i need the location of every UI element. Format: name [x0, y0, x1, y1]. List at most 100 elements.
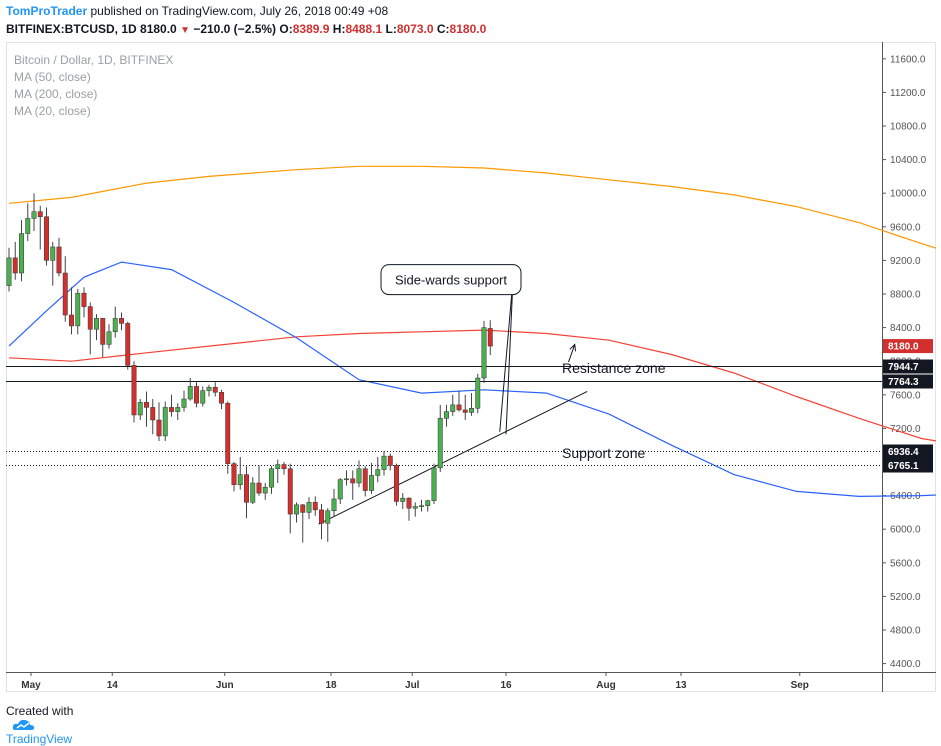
price-tick-label: 10400.0	[890, 155, 927, 166]
last-price-tag	[883, 339, 933, 354]
candle-body	[312, 502, 318, 511]
candle-body	[319, 509, 324, 524]
candle-body	[337, 479, 343, 500]
candle-body	[31, 211, 37, 219]
high-label: H:	[332, 22, 346, 36]
chart-title: Bitcoin / Dollar, 1D, BITFINEX	[14, 53, 173, 67]
tradingview-brand[interactable]: TradingView	[6, 732, 73, 746]
candle-body	[287, 468, 293, 515]
candle-body	[56, 246, 62, 274]
candle-body	[37, 211, 43, 217]
candle-body	[419, 505, 424, 507]
trendline[interactable]	[318, 390, 588, 525]
candle-body	[331, 498, 337, 511]
candle-body	[281, 464, 287, 469]
arrow-head	[569, 343, 577, 352]
ma20-line	[8, 261, 936, 498]
price-tick-label: 10000.0	[890, 189, 927, 200]
candle-body	[19, 233, 24, 274]
candle-body	[69, 314, 74, 327]
candle-body	[350, 478, 356, 484]
candle-body	[250, 482, 256, 503]
candle-body	[462, 409, 468, 413]
candle-body	[219, 392, 224, 404]
zone-label: Resistance zone	[562, 360, 666, 376]
candle-body	[44, 216, 49, 261]
candle-body	[225, 402, 231, 464]
price-chart[interactable]: 4400.04800.05200.05600.06000.06400.06800…	[6, 42, 936, 692]
price-tick-label: 6400.0	[890, 491, 921, 502]
candle-body	[156, 419, 162, 437]
candle-body	[125, 323, 131, 366]
price-tick-label: 7200.0	[890, 424, 921, 435]
low-value: 8073.0	[396, 22, 434, 36]
candle-body	[362, 468, 368, 491]
candle-body	[456, 404, 462, 411]
candle-body	[325, 510, 331, 524]
candle-body	[381, 455, 387, 470]
price-tick-label: 5600.0	[890, 558, 921, 569]
legend-entry: MA (50, close)	[14, 70, 91, 84]
price-tick-label: 7600.0	[890, 390, 921, 401]
close-value: 8180.0	[449, 22, 487, 36]
candle-body	[450, 404, 456, 412]
tradingview-cloud-icon	[12, 719, 35, 730]
arrow-line[interactable]	[568, 344, 576, 363]
candle-body	[294, 504, 299, 515]
candle-body	[119, 318, 124, 324]
candle-body	[400, 497, 406, 502]
candle-body	[187, 386, 193, 400]
time-tick-label: 13	[675, 680, 687, 691]
price-tick-label: 8400.0	[890, 323, 921, 334]
down-arrow-icon: ▼	[180, 25, 190, 36]
price-tick-label: 4800.0	[890, 626, 921, 637]
candle-body	[262, 486, 268, 494]
callout-pointer	[505, 279, 514, 435]
legend-entry: MA (20, close)	[14, 104, 91, 118]
candle-body	[481, 327, 487, 379]
time-tick-label: 18	[325, 680, 337, 691]
published-text: published on TradingView.com, July 26, 2…	[90, 4, 389, 18]
candle-body	[137, 402, 143, 416]
chart-area[interactable]: 4400.04800.05200.05600.06000.06400.06800…	[6, 42, 936, 692]
close-label: C:	[436, 22, 450, 36]
candle-body	[487, 328, 493, 347]
candle-body	[62, 272, 68, 316]
candle-body	[175, 407, 181, 412]
price-tick-label: 6000.0	[890, 525, 921, 536]
candle-body	[112, 318, 118, 333]
candle-body	[237, 474, 243, 485]
candle-body	[75, 292, 81, 327]
callout-label: Side-wards support	[395, 273, 507, 288]
candle-body	[94, 318, 99, 330]
candle-body	[106, 331, 112, 345]
callout-box[interactable]	[380, 264, 522, 296]
candle-body	[231, 463, 237, 485]
publish-line: TomProTrader published on TradingView.co…	[6, 4, 388, 18]
candle-body	[144, 402, 149, 408]
level-tag-label: 7944.7	[888, 362, 919, 373]
price-tick-label: 11600.0	[890, 54, 926, 65]
level-tag	[883, 374, 933, 389]
author-link[interactable]: TomProTrader	[6, 4, 88, 18]
last-price: 8180.0	[140, 22, 177, 36]
candle-body	[356, 468, 362, 484]
footer: Created with TradingView	[6, 704, 73, 746]
price-tick-label: 5200.0	[890, 592, 921, 603]
price-tick-label: 4400.0	[890, 659, 921, 670]
candle-body	[181, 398, 187, 408]
candle-body	[244, 474, 249, 503]
level-tag-label: 7764.3	[888, 377, 919, 388]
low-label: L:	[385, 22, 397, 36]
candle-body	[375, 469, 381, 476]
level-tag	[883, 458, 933, 473]
candle-body	[87, 306, 93, 330]
candle-body	[437, 418, 443, 469]
callout-pointer	[499, 279, 514, 432]
level-tag	[883, 444, 933, 459]
candle-body	[300, 504, 306, 513]
candle-body	[431, 467, 437, 501]
time-tick-label: Jun	[216, 680, 234, 691]
candle-body	[306, 502, 312, 513]
time-tick-label: 16	[500, 680, 512, 691]
